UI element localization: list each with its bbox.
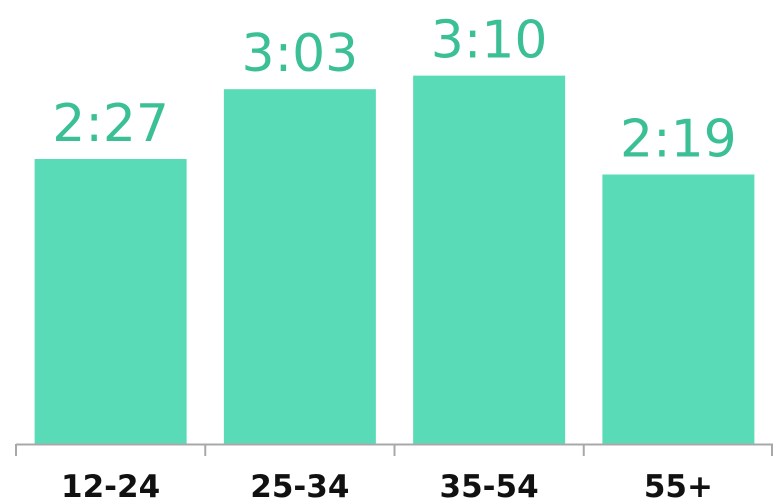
value-label-35-54: 3:10: [431, 11, 548, 71]
value-label-12-24: 2:27: [52, 94, 169, 154]
category-label-25-34: 25-34: [250, 469, 349, 502]
category-label-55+: 55+: [644, 469, 713, 502]
bar-35-54: [413, 75, 566, 444]
value-labels-group: 2:27 3:03 3:10 2:19: [52, 11, 737, 170]
bars-group: [34, 75, 755, 445]
bar-55+: [602, 174, 755, 445]
bar-25-34: [223, 89, 376, 445]
category-label-35-54: 35-54: [440, 469, 539, 502]
category-labels-group: 12-24 25-34 35-54 55+: [61, 469, 713, 502]
value-label-55+: 2:19: [620, 110, 737, 170]
x-axis: [15, 443, 773, 456]
bar-12-24: [34, 159, 187, 444]
value-label-25-34: 3:03: [241, 24, 358, 84]
category-label-12-24: 12-24: [61, 469, 160, 502]
